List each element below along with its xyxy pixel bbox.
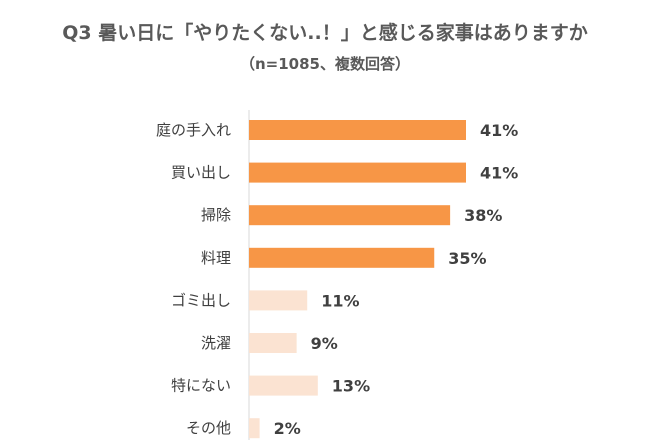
category-label: 掃除 (201, 206, 231, 224)
bar (249, 205, 451, 226)
category-label: 買い出し (171, 164, 231, 182)
value-label: 35% (448, 249, 486, 268)
value-label: 38% (464, 206, 502, 225)
value-label: 11% (321, 291, 359, 310)
bar (249, 162, 466, 183)
bar (249, 290, 308, 311)
chart-title: Q3 暑い日に「やりたくない..！」と感じる家事はありますか (62, 22, 588, 44)
bar (249, 120, 466, 140)
bar (249, 333, 297, 353)
value-label: 41% (480, 121, 518, 140)
category-label: その他 (186, 419, 231, 437)
bar (249, 418, 260, 439)
category-label: 特にない (171, 377, 231, 395)
value-label: 2% (274, 419, 301, 438)
value-label: 9% (311, 334, 338, 353)
bar (249, 247, 435, 268)
category-label: ゴミ出し (171, 291, 231, 309)
chart-subtitle: （n=1085、複数回答） (240, 55, 410, 73)
category-label: 庭の手入れ (156, 121, 231, 139)
category-label: 料理 (201, 249, 231, 267)
category-label: 洗濯 (201, 334, 231, 352)
value-label: 41% (480, 164, 518, 183)
bar (249, 375, 318, 396)
value-label: 13% (332, 377, 370, 396)
